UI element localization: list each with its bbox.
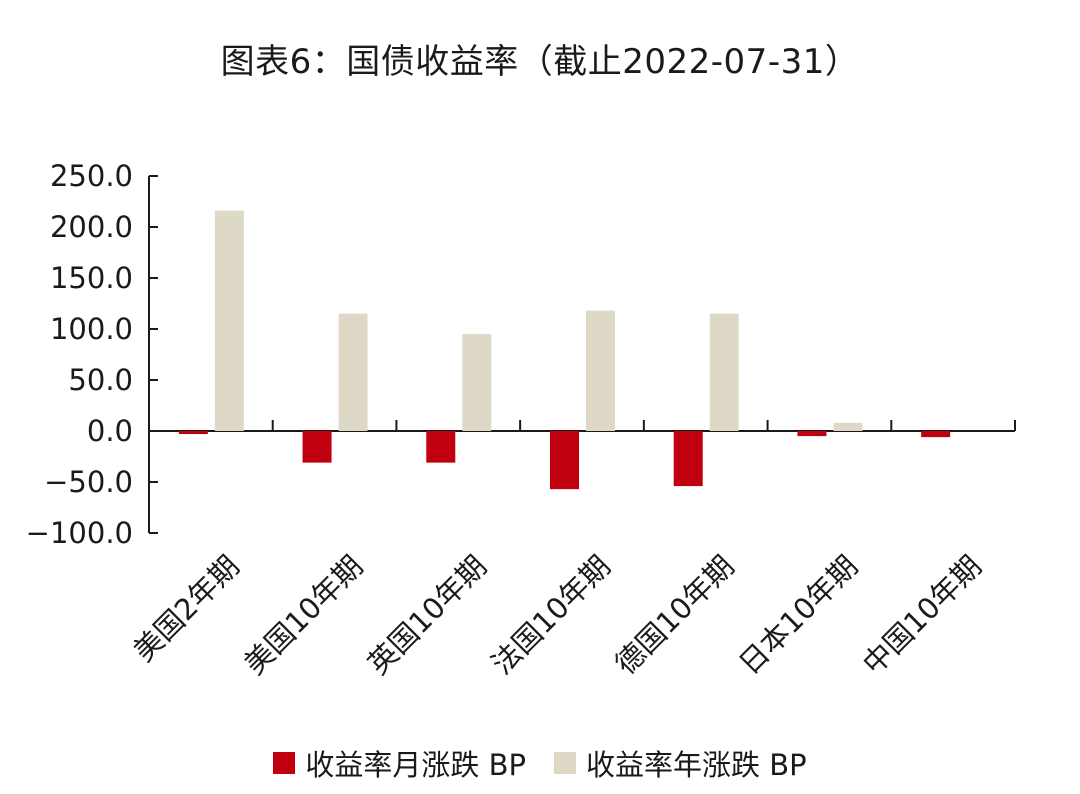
y-tick-label: −50.0 bbox=[44, 465, 133, 499]
bar-monthly bbox=[178, 431, 208, 435]
legend-swatch-yearly bbox=[554, 752, 576, 774]
legend: 收益率月涨跌 BP 收益率年涨跌 BP bbox=[0, 742, 1080, 784]
category-labels: 美国2年期美国10年期英国10年期法国10年期德国10年期日本10年期中国10年… bbox=[127, 549, 988, 681]
y-tick-label: 0.0 bbox=[87, 414, 133, 448]
legend-item-monthly: 收益率月涨跌 BP bbox=[273, 742, 526, 784]
legend-label-yearly: 收益率年涨跌 BP bbox=[586, 748, 807, 782]
x-category-label: 美国10年期 bbox=[237, 549, 369, 681]
bar-yearly bbox=[586, 310, 615, 431]
bar-chart: 250.0 200.0 150.0 100.0 50.0 0.0 −50.0 −100.0 美… bbox=[26, 159, 1016, 681]
legend-item-yearly: 收益率年涨跌 BP bbox=[554, 742, 807, 784]
bars bbox=[178, 210, 951, 490]
y-axis: 250.0 200.0 150.0 100.0 50.0 0.0 −50.0 −100.0 bbox=[26, 159, 158, 550]
x-axis bbox=[149, 420, 1016, 432]
x-category-label: 中国10年期 bbox=[856, 549, 988, 681]
y-tick-label: 200.0 bbox=[50, 210, 133, 244]
bar-monthly bbox=[673, 431, 703, 487]
bar-yearly bbox=[833, 422, 863, 431]
legend-label-monthly: 收益率月涨跌 BP bbox=[305, 748, 526, 782]
y-tick-label: 150.0 bbox=[50, 261, 133, 295]
legend-swatch-monthly bbox=[273, 752, 296, 774]
bar-yearly bbox=[462, 334, 492, 431]
y-tick-label: 250.0 bbox=[50, 159, 133, 193]
bar-monthly bbox=[921, 431, 951, 438]
bar-monthly bbox=[797, 431, 827, 437]
chart-title: 图表6：国债收益率（截止2022-07-31） bbox=[220, 42, 860, 82]
x-category-label: 德国10年期 bbox=[609, 549, 741, 681]
y-tick-label: 50.0 bbox=[68, 363, 133, 397]
y-tick-label: −100.0 bbox=[26, 516, 133, 550]
x-category-label: 英国10年期 bbox=[361, 549, 493, 681]
bar-monthly bbox=[550, 431, 579, 490]
bar-monthly bbox=[302, 431, 332, 463]
x-category-label: 日本10年期 bbox=[732, 549, 864, 681]
bar-monthly bbox=[426, 431, 456, 463]
bar-yearly bbox=[338, 313, 368, 431]
bar-yearly bbox=[214, 210, 244, 431]
x-category-label: 法国10年期 bbox=[485, 549, 617, 681]
y-tick-label: 100.0 bbox=[50, 312, 133, 346]
x-category-label: 美国2年期 bbox=[127, 549, 246, 668]
bar-yearly bbox=[709, 313, 739, 431]
